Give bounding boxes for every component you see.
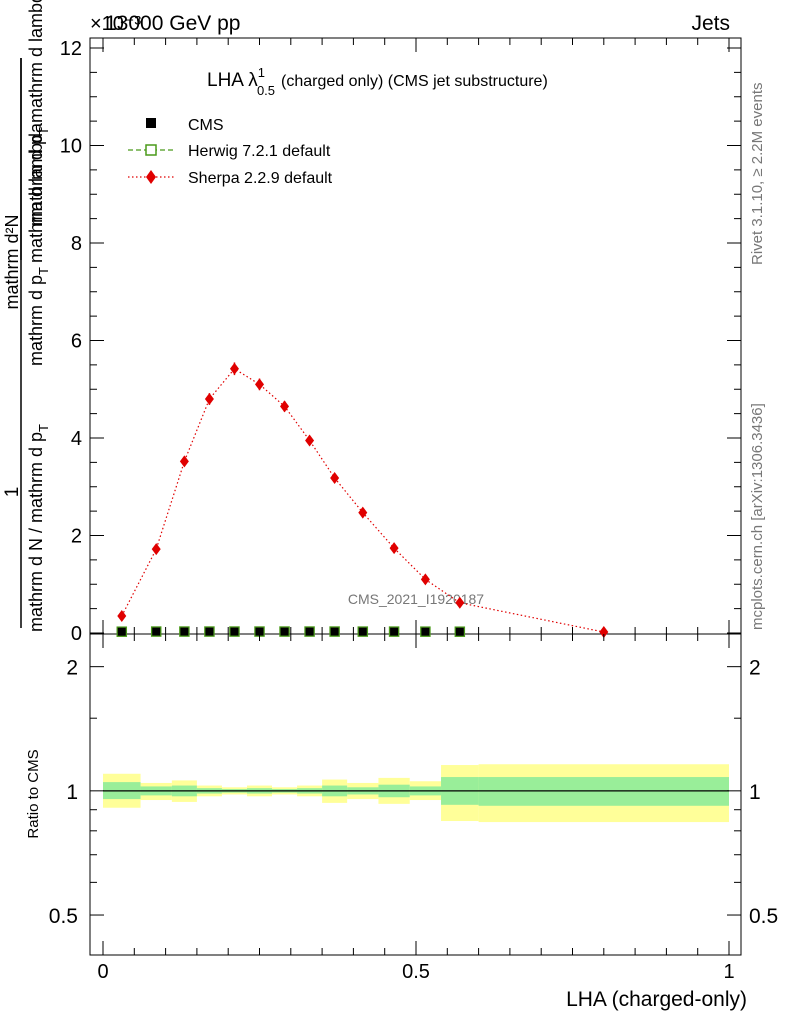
main-y-label: 1 mathrm d N / mathrm d pT mathrm d²N ma… xyxy=(2,0,51,632)
exponent-label: ×10⁻³ xyxy=(90,13,141,35)
legend-herwig-marker xyxy=(145,144,157,156)
cms-point xyxy=(255,627,264,636)
sherpa-point xyxy=(151,543,161,556)
sherpa-point xyxy=(204,393,214,405)
y-label-inner: mathrm d pTmathrm d lambda xyxy=(26,122,51,366)
y-tick-label: 12 xyxy=(60,38,82,60)
legend-sherpa-label: Sherpa 2.2.9 default xyxy=(188,170,333,187)
jets-label: Jets xyxy=(691,12,730,35)
y-tick-label: 6 xyxy=(71,331,82,353)
y-tick-label: 4 xyxy=(71,428,82,450)
ratio-y-tick-label-right: 0.5 xyxy=(749,905,778,928)
cms-point xyxy=(455,627,464,636)
legend-sherpa-marker xyxy=(146,170,156,184)
plot-title: LHA λ1 0.5(charged only) (CMS jet substru… xyxy=(207,65,548,98)
x-tick-label: 0 xyxy=(97,961,108,983)
y-label-num: 1 xyxy=(2,487,23,498)
x-tick-label: 1 xyxy=(723,961,734,983)
cms-point xyxy=(421,627,430,636)
cms-point xyxy=(180,627,189,636)
ratio-y-tick-label: 0.5 xyxy=(49,905,78,928)
sherpa-line xyxy=(121,367,604,633)
y-label-den2: mathrm d pTmathrm d lambda xyxy=(26,0,51,226)
cms-point xyxy=(117,627,126,636)
energy-label: 13000 GeV pp xyxy=(105,12,240,35)
y-label-den: mathrm d N / mathrm d pT xyxy=(26,424,51,632)
analysis-watermark: CMS_2021_I1920187 xyxy=(348,591,484,607)
y-tick-label: 10 xyxy=(60,136,82,158)
legend-herwig-label: Herwig 7.2.1 default xyxy=(188,143,331,160)
legend-cms-label: CMS xyxy=(188,117,224,134)
main-data-layer xyxy=(116,362,609,639)
sherpa-point xyxy=(420,573,430,586)
sherpa-point xyxy=(280,400,290,413)
sherpa-point xyxy=(330,471,340,484)
rivet-label: Rivet 3.1.10, ≥ 2.2M events xyxy=(749,83,766,266)
sherpa-point xyxy=(599,626,609,639)
ratio-y-tick-label-right: 1 xyxy=(749,781,761,804)
cms-point xyxy=(358,627,367,636)
ratio-axis-ticks: 0.5 0.5 1 1 2 2 0 0.5 1 xyxy=(49,634,778,983)
ratio-bands-layer xyxy=(103,764,729,823)
cms-point xyxy=(230,627,239,636)
legend-cms-marker xyxy=(146,118,156,128)
y-label-num2: mathrm d²N xyxy=(2,214,22,309)
legend: CMS Herwig 7.2.1 default Sherpa 2.2.9 de… xyxy=(128,117,333,187)
sherpa-point xyxy=(117,609,127,622)
ratio-y-tick-label: 1 xyxy=(66,781,78,804)
ratio-y-tick-label-right: 2 xyxy=(749,657,761,680)
y-tick-label: 0 xyxy=(71,623,82,645)
cms-point xyxy=(330,627,339,636)
sherpa-point xyxy=(389,542,399,555)
cms-point xyxy=(152,627,161,636)
sherpa-point xyxy=(305,434,315,447)
x-axis-label: LHA (charged-only) xyxy=(566,988,747,1011)
sherpa-point xyxy=(229,362,239,375)
ratio-y-label: Ratio to CMS xyxy=(25,749,42,838)
x-tick-label: 0.5 xyxy=(402,961,430,983)
sherpa-point xyxy=(179,455,189,468)
y-tick-label: 8 xyxy=(71,233,82,255)
sherpa-point xyxy=(455,596,465,609)
main-axis-ticks: 0 2 4 6 8 10 12 xyxy=(60,38,741,645)
sherpa-point xyxy=(255,378,264,391)
cms-point xyxy=(390,627,399,636)
y-tick-label: 2 xyxy=(71,526,82,548)
mcplots-label: mcplots.cern.ch [arXiv:1306.3436] xyxy=(749,403,766,630)
cms-point xyxy=(305,627,314,636)
cms-point xyxy=(205,627,214,636)
ratio-y-tick-label: 2 xyxy=(66,657,78,680)
cms-point xyxy=(280,627,289,636)
sherpa-point xyxy=(358,506,368,519)
